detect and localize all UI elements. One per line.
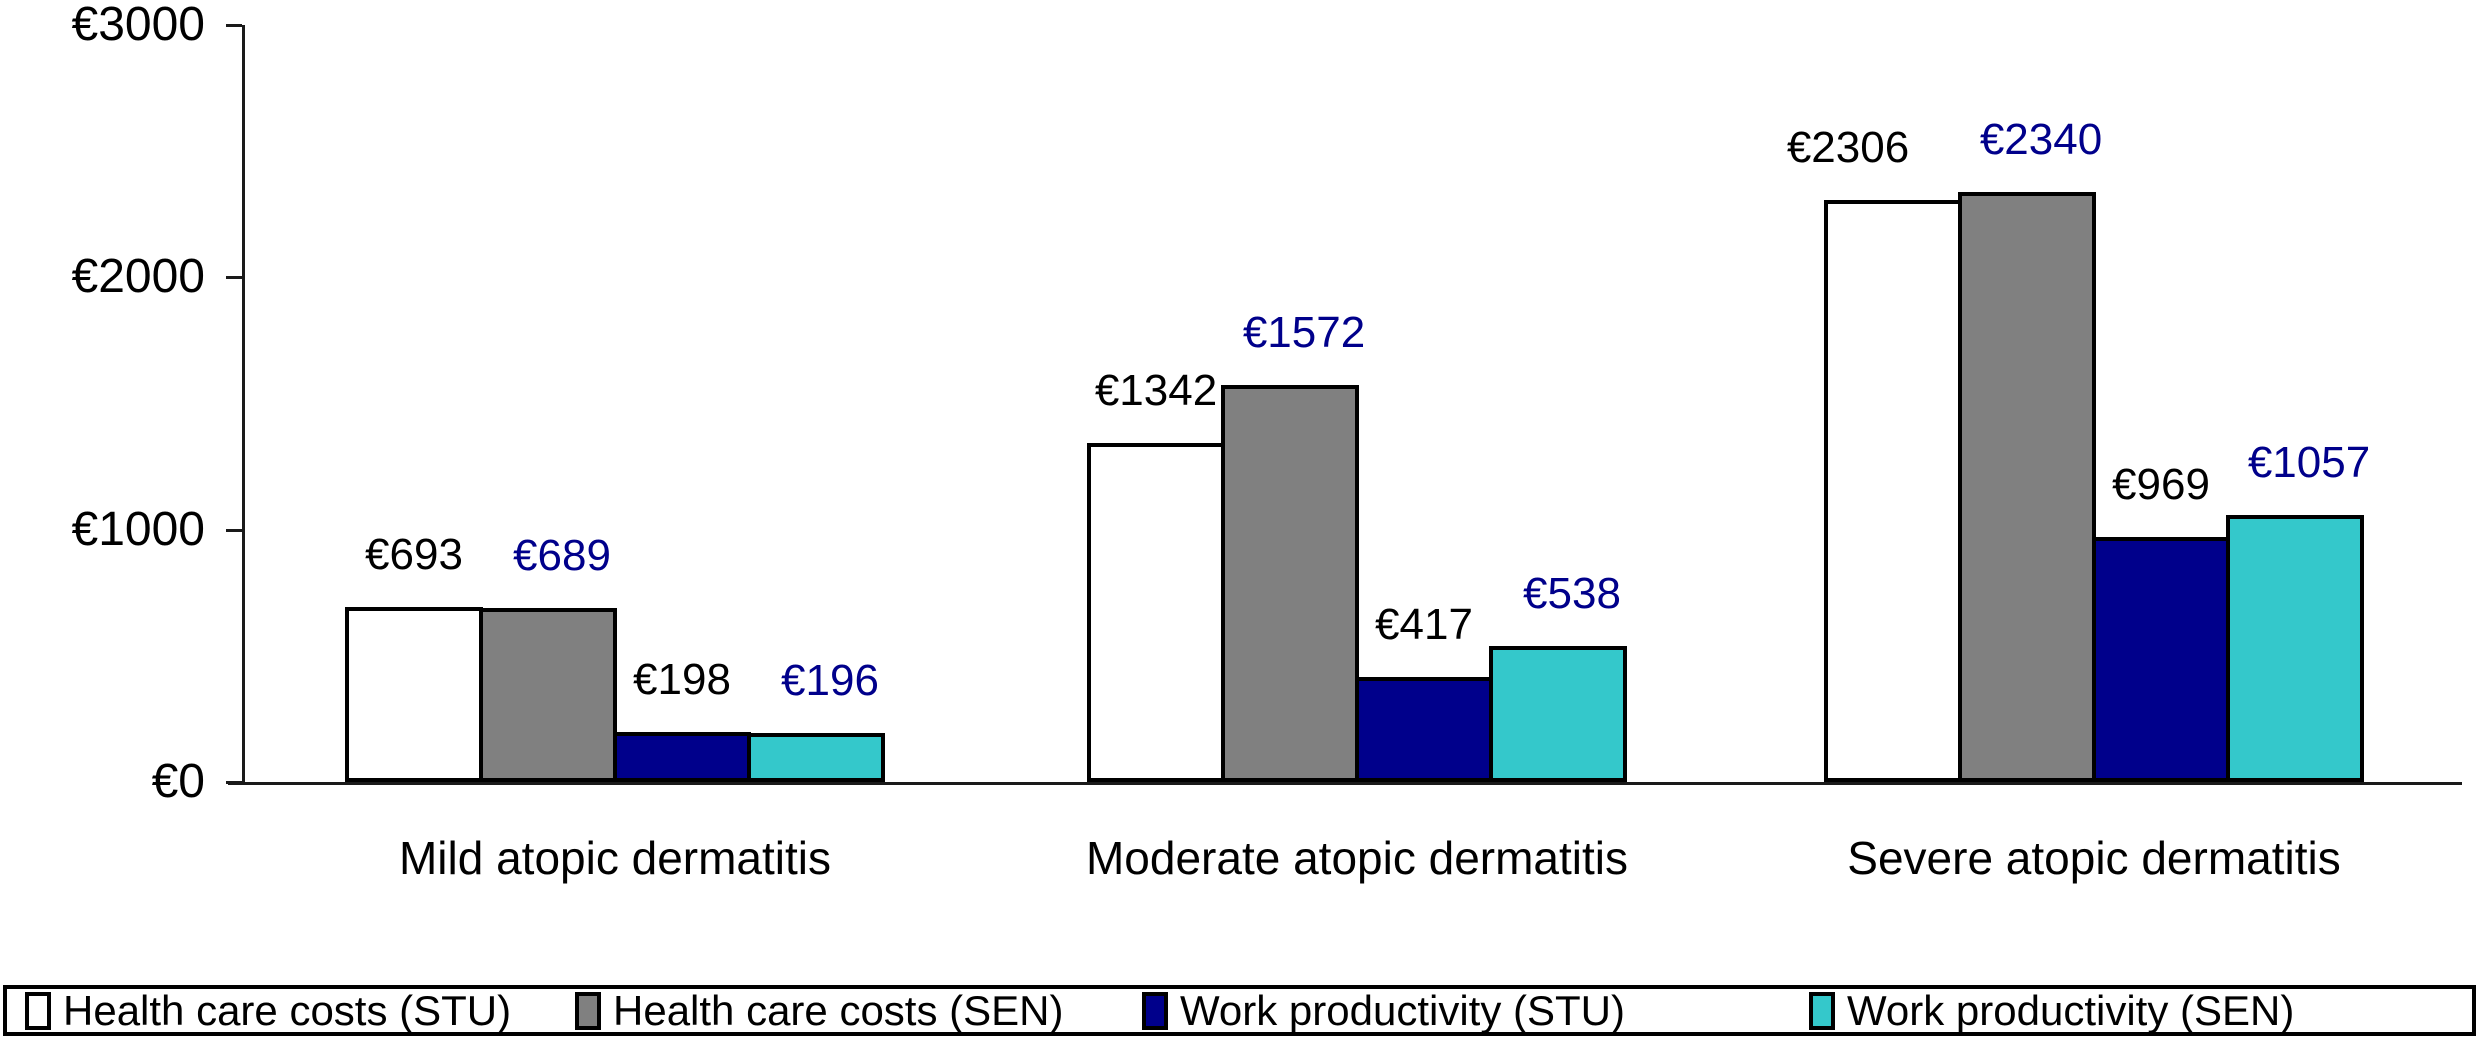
bar-series2-group1 [1355,677,1493,782]
legend-swatch-3 [1809,992,1835,1030]
legend-item-3: Work productivity (SEN) [1809,988,2294,1034]
bar-value-label-series0-group2: €2306 [1786,123,1910,172]
bar-value-label-series2-group0: €198 [633,655,731,704]
y-axis-tick-label-2: €2000 [71,250,205,304]
bar-series3-group1 [1489,646,1627,782]
bar-value-label-series3-group0: €196 [781,656,879,705]
bar-series2-group0 [613,732,751,782]
legend-box [3,985,2476,1036]
bar-series0-group0 [345,607,483,782]
legend-label-1: Health care costs (SEN) [613,987,1064,1034]
x-axis-line [228,782,2462,785]
bar-value-label-series3-group2: €1057 [2247,438,2371,487]
y-axis-tick-3 [226,24,242,27]
legend-swatch-0 [25,992,51,1030]
x-axis-category-label-1: Moderate atopic dermatitis [1085,832,1629,884]
y-axis-tick-label-3: €3000 [71,0,205,51]
legend-item-1: Health care costs (SEN) [575,988,1063,1034]
y-axis-tick-2 [226,276,242,280]
y-axis-tick-label-0: €0 [151,755,205,808]
y-axis-line [242,25,245,785]
y-axis-tick-label-1: €1000 [71,502,205,556]
legend-label-2: Work productivity (STU) [1180,987,1625,1034]
x-axis-category-label-0: Mild atopic dermatitis [398,832,832,884]
bar-value-label-series1-group2: €2340 [1979,115,2103,164]
legend-item-2: Work productivity (STU) [1142,988,1625,1034]
bar-value-label-series0-group0: €693 [365,530,463,579]
bar-series3-group0 [747,733,885,782]
bar-value-label-series2-group1: €417 [1375,600,1473,649]
x-axis-category-label-2: Severe atopic dermatitis [1847,832,2341,884]
legend-swatch-2 [1142,992,1168,1030]
legend-label-0: Health care costs (STU) [63,987,512,1034]
bar-series1-group2 [1958,192,2096,782]
legend-label-3: Work productivity (SEN) [1847,987,2295,1034]
bar-series0-group1 [1087,443,1225,782]
bar-series2-group2 [2092,537,2230,782]
bar-value-label-series3-group1: €538 [1523,569,1621,618]
bar-series1-group0 [479,608,617,782]
y-axis-tick-1 [226,528,242,532]
legend-item-0: Health care costs (STU) [25,988,511,1034]
bar-series1-group1 [1221,385,1359,782]
bar-value-label-series1-group1: €1572 [1242,308,1366,357]
bar-value-label-series2-group2: €969 [2112,460,2210,509]
bar-series0-group2 [1824,200,1962,782]
bar-value-label-series1-group0: €689 [513,531,611,580]
legend-swatch-1 [575,992,601,1030]
bar-value-label-series0-group1: €1342 [1094,366,1218,415]
bar-series3-group2 [2226,515,2364,782]
